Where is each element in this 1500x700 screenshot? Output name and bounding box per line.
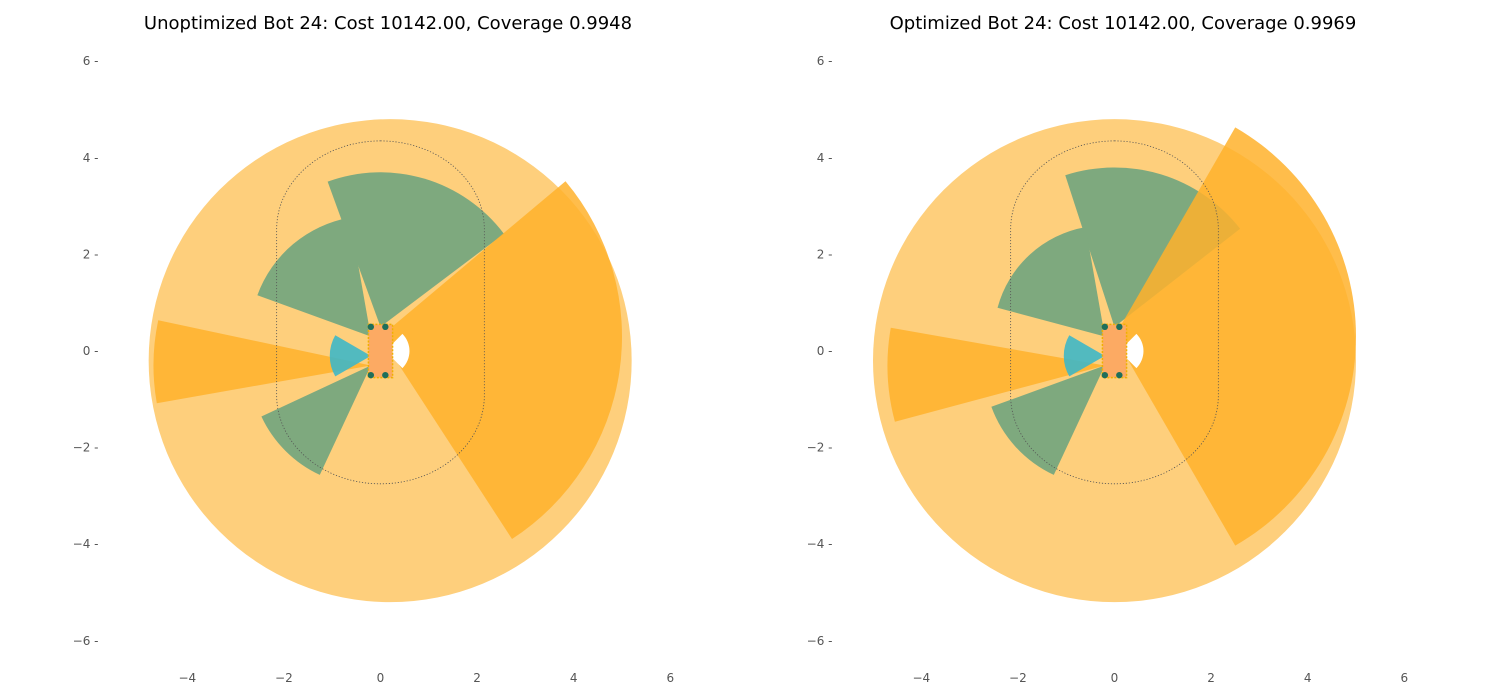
x-tick-label: 4	[570, 671, 578, 685]
sensor-wedge-5	[887, 327, 1105, 422]
y-tick-label: −4 -	[73, 537, 99, 551]
y-tick-label: 2 -	[817, 247, 833, 261]
y-tick-label: 0 -	[83, 344, 99, 358]
panel-unoptimized: Unoptimized Bot 24: Cost 10142.00, Cover…	[73, 13, 674, 685]
panel-optimized: Optimized Bot 24: Cost 10142.00, Coverag…	[807, 13, 1408, 685]
x-tick-label: 6	[1400, 671, 1408, 685]
x-tick-label: 2	[1207, 671, 1215, 685]
sensor-marker-3	[367, 371, 375, 379]
footprint-outline	[1010, 140, 1219, 485]
blind-spot-wedge	[385, 333, 410, 369]
y-tick-label: 6 -	[83, 54, 99, 68]
sensor-marker-2	[382, 323, 389, 331]
sensor-wedge-3	[991, 365, 1105, 475]
x-tick-label: −4	[178, 671, 196, 685]
sensor-wedge-6	[329, 335, 371, 377]
robot-body	[1101, 323, 1128, 379]
sensor-marker-4	[1116, 371, 1123, 379]
blind-spot-wedge	[1119, 333, 1144, 369]
sensor-marker-4	[382, 371, 389, 379]
y-tick-label: −2 -	[807, 441, 833, 455]
y-tick-label: 6 -	[817, 54, 833, 68]
sensor-wedge-2	[257, 217, 371, 337]
panel-title-unoptimized: Unoptimized Bot 24: Cost 10142.00, Cover…	[144, 13, 632, 34]
x-tick-label: 0	[1111, 671, 1119, 685]
sensor-wedge-4	[1114, 127, 1356, 546]
x-tick-label: 2	[473, 671, 481, 685]
sensor-wedge-2	[997, 227, 1105, 337]
y-tick-label: 0 -	[817, 344, 833, 358]
sensor-marker-1	[1101, 323, 1109, 331]
sensor-marker-1	[367, 323, 375, 331]
y-tick-label: 4 -	[817, 151, 833, 165]
x-tick-label: −2	[1009, 671, 1027, 685]
sensor-wedge-1	[327, 172, 504, 327]
footprint-outline	[276, 140, 485, 485]
x-tick-label: 6	[666, 671, 674, 685]
y-tick-label: −6 -	[73, 634, 99, 648]
sensor-marker-3	[1101, 371, 1109, 379]
y-tick-label: −6 -	[807, 634, 833, 648]
y-tick-label: 2 -	[83, 247, 99, 261]
x-tick-label: −2	[275, 671, 293, 685]
sensor-wedge-6	[1063, 335, 1105, 377]
sensor-wedge-4	[380, 181, 623, 540]
x-tick-label: −4	[912, 671, 930, 685]
x-tick-label: 4	[1304, 671, 1312, 685]
y-tick-label: 4 -	[83, 151, 99, 165]
robot-body	[367, 323, 394, 379]
sensor-wedge-5	[153, 320, 371, 404]
y-tick-label: −4 -	[807, 537, 833, 551]
x-tick-label: 0	[377, 671, 385, 685]
sensor-wedge-3	[261, 365, 371, 475]
sensor-marker-2	[1116, 323, 1123, 331]
panel-title-optimized: Optimized Bot 24: Cost 10142.00, Coverag…	[890, 13, 1357, 34]
y-tick-label: −2 -	[73, 441, 99, 455]
